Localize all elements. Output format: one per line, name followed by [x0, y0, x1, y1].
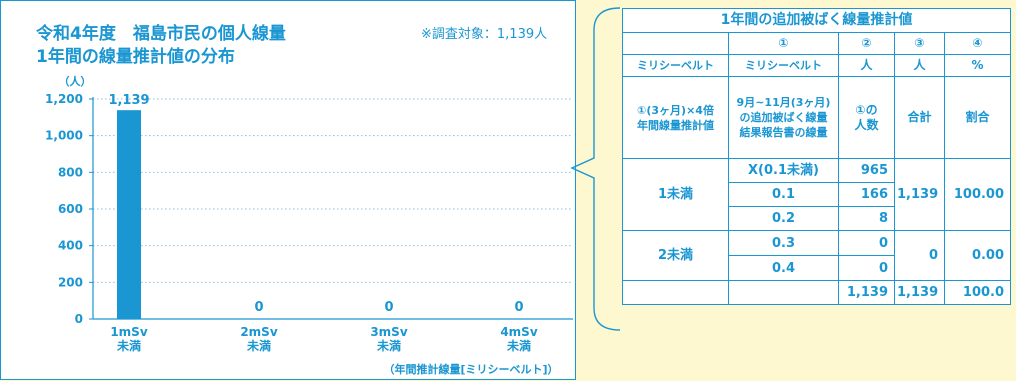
group-total: 0: [894, 230, 945, 281]
x-tick-label-sub: 未満: [246, 338, 271, 353]
header-ratio: 割合: [943, 76, 1012, 159]
dose-cell: 0.2: [728, 206, 839, 231]
group-ratio: 100.00: [943, 158, 1012, 231]
y-tick-label: 0: [75, 312, 83, 326]
totals-ratio: 100.0: [943, 280, 1012, 305]
totals-count: 1,139: [838, 280, 895, 305]
x-tick-label-sub: 未満: [506, 338, 531, 353]
bar-chart: （人） 0 200 400 600 800 1,000 1,200 1,139 0 0 0 1mS…: [45, 74, 573, 376]
y-tick-label: 200: [58, 275, 83, 289]
header-total: 合計: [894, 76, 945, 159]
unit-row: ミリシーベルト ミリシーベルト 人 人 %: [622, 54, 1012, 77]
count-cell: 0: [838, 255, 895, 281]
y-tick-label: 1,200: [45, 92, 83, 106]
y-tick-label: 1,000: [45, 129, 83, 143]
totals-blank: [728, 280, 839, 305]
table-row: 0.4 0: [623, 255, 1011, 281]
table-row: 0.1 166: [623, 182, 1011, 207]
header-count: ①の 人数: [838, 76, 895, 159]
col-number-row: ① ② ③ ④: [622, 32, 1012, 55]
group-label: 1未満: [622, 158, 729, 231]
x-tick-label: 2mSv: [240, 325, 277, 339]
col-number-3: ③: [894, 32, 945, 55]
table-row: 2未満 0.3 0 0 0.00: [622, 230, 1012, 281]
y-axis-unit: （人）: [59, 74, 92, 88]
totals-total: 1,139: [894, 280, 945, 305]
group-total: 1,139: [894, 158, 945, 231]
count-cell: 166: [838, 182, 895, 207]
col-number-2: ②: [838, 32, 895, 55]
chart-panel: 令和4年度 福島市民の個人線量 1年間の線量推計値の分布 ※調査対象：1,139…: [0, 0, 576, 380]
callout-bracket: [570, 7, 621, 331]
x-tick-label: 3mSv: [370, 325, 407, 339]
unit-cell: ミリシーベルト: [728, 54, 839, 77]
chart-title: 令和4年度 福島市民の個人線量 1年間の線量推計値の分布: [36, 23, 286, 69]
bar-value-label: 1,139: [108, 93, 149, 108]
x-tick-label: 1mSv: [110, 325, 147, 339]
dose-cell: 0.1: [728, 182, 839, 207]
table-title: 1年間の追加被ばく線量推計値: [621, 8, 1012, 33]
dose-cell: 0.3: [728, 230, 839, 256]
y-tick-label: 600: [58, 202, 83, 216]
header-row: ①(3ヶ月)×4倍 年間線量推計値 9月~11月(3ヶ月) の追加被ばく線量 結…: [622, 76, 1012, 159]
chart-title-line2: 1年間の線量推計値の分布: [36, 47, 235, 67]
bar-value-label: 0: [514, 300, 523, 315]
count-cell: 965: [838, 158, 895, 183]
dose-table: 1年間の追加被ばく線量推計値 ① ② ③ ④ ミリシーベルト ミリシーベルト 人…: [621, 8, 1012, 305]
count-cell: 0: [838, 230, 895, 256]
bar-value-label: 0: [384, 300, 393, 315]
x-tick-label-sub: 未満: [376, 338, 401, 353]
unit-cell: 人: [838, 54, 895, 77]
unit-cell: %: [943, 54, 1012, 77]
totals-row: 1,139 1,139 100.0: [622, 280, 1012, 305]
count-cell: 8: [838, 206, 895, 231]
header-quarter-dose: 9月~11月(3ヶ月) の追加被ばく線量 結果報告書の線量: [728, 76, 839, 159]
x-tick-label: 4mSv: [500, 325, 537, 339]
header-annual-estimate: ①(3ヶ月)×4倍 年間線量推計値: [622, 76, 729, 159]
y-tick-label: 400: [58, 239, 83, 253]
table-title-row: 1年間の追加被ばく線量推計値: [621, 8, 1012, 33]
dose-cell: 0.4: [728, 255, 839, 281]
survey-note: ※調査対象：1,139人: [421, 27, 548, 42]
bar-value-label: 0: [254, 300, 263, 315]
x-tick-label-sub: 未満: [116, 338, 141, 353]
col-number-1: ①: [728, 32, 839, 55]
y-tick-label: 800: [58, 165, 83, 179]
unit-cell: ミリシーベルト: [622, 54, 729, 77]
dose-cell: X(0.1未満): [728, 158, 839, 183]
group-ratio: 0.00: [943, 230, 1012, 281]
table-row: 1未満 X(0.1未満) 965 1,139 100.00: [622, 158, 1012, 231]
totals-blank: [622, 280, 729, 305]
x-axis-title: （年間推計線量[ミリシーベルト]）: [383, 362, 558, 376]
group-label: 2未満: [622, 230, 729, 281]
unit-cell: 人: [894, 54, 945, 77]
dose-table-panel: 1年間の追加被ばく線量推計値 ① ② ③ ④ ミリシーベルト ミリシーベルト 人…: [621, 8, 1012, 305]
col-number-4: ④: [943, 32, 1012, 55]
bar: [117, 110, 141, 319]
col-number-blank: [622, 32, 729, 55]
chart-title-line1: 令和4年度 福島市民の個人線量: [36, 24, 286, 44]
